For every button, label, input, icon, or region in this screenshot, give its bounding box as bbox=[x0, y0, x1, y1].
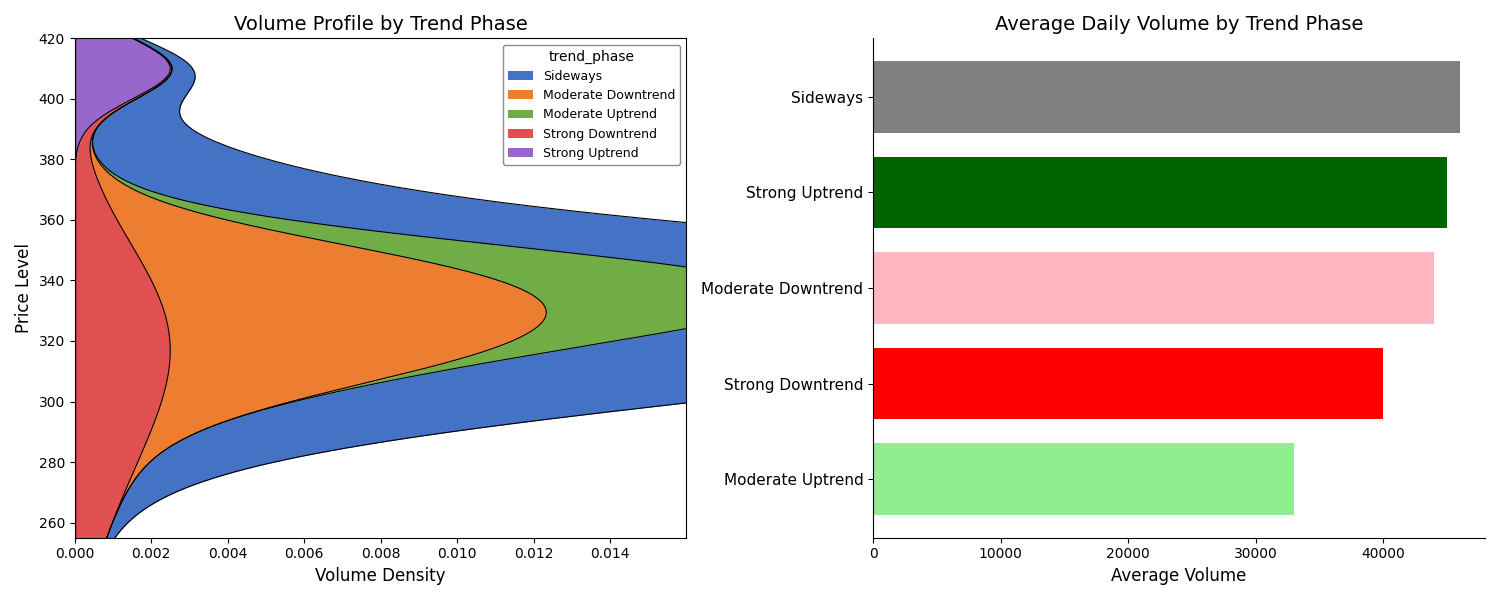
X-axis label: Volume Density: Volume Density bbox=[315, 567, 446, 585]
Bar bbox=[873, 61, 1460, 133]
X-axis label: Average Volume: Average Volume bbox=[1112, 567, 1246, 585]
Legend: Sideways, Moderate Downtrend, Moderate Uptrend, Strong Downtrend, Strong Uptrend: Sideways, Moderate Downtrend, Moderate U… bbox=[503, 44, 680, 165]
Title: Average Daily Volume by Trend Phase: Average Daily Volume by Trend Phase bbox=[994, 15, 1364, 34]
Title: Volume Profile by Trend Phase: Volume Profile by Trend Phase bbox=[234, 15, 528, 34]
Y-axis label: Price Level: Price Level bbox=[15, 243, 33, 333]
Bar bbox=[873, 443, 1294, 515]
Bar bbox=[873, 348, 1383, 419]
Bar bbox=[873, 252, 1434, 324]
Bar bbox=[873, 157, 1448, 228]
